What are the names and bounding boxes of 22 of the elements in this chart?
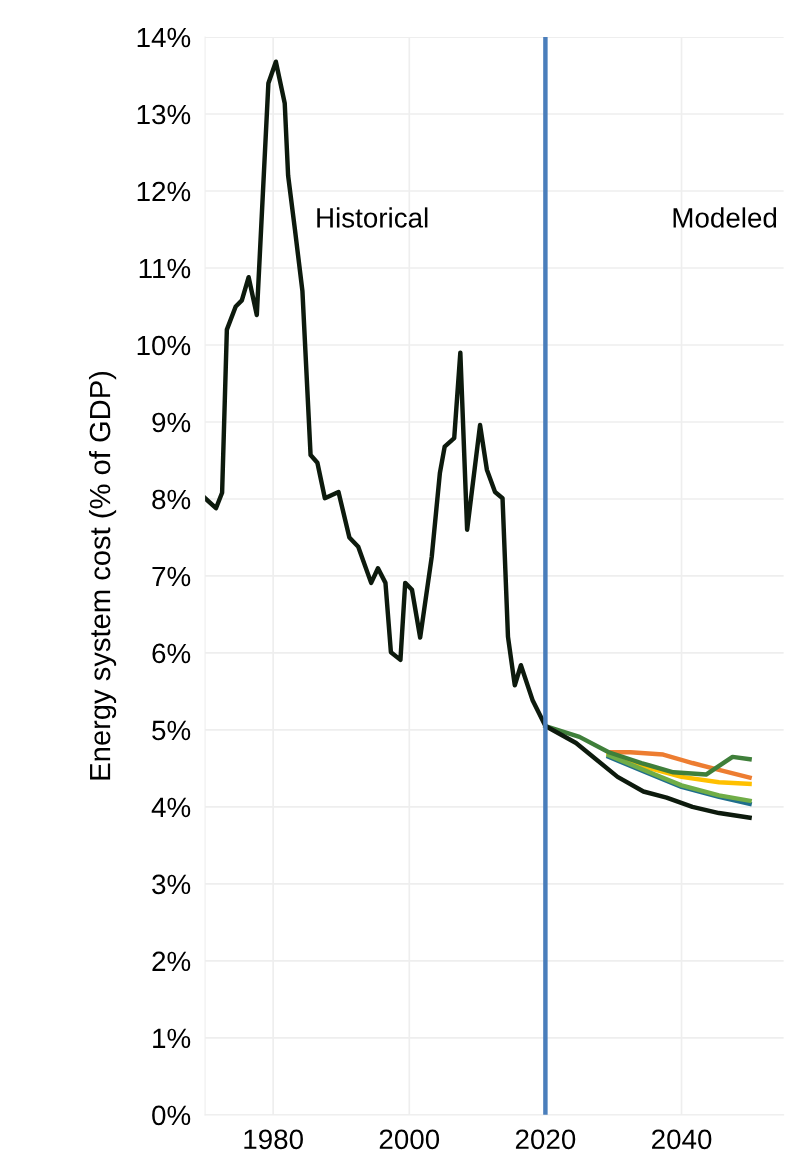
- y-tick-label: 14%: [137, 27, 191, 48]
- x-tick-label: 2040: [652, 1129, 712, 1150]
- annotation: Historical: [317, 207, 428, 228]
- x-tick-label: 2020: [515, 1129, 576, 1150]
- x-tick-label: 1980: [244, 1129, 303, 1150]
- y-tick-label: 4%: [151, 797, 191, 818]
- y-tick-label: 9%: [152, 412, 191, 433]
- y-tick-label: 5%: [152, 720, 191, 741]
- y-tick-label: 2%: [152, 951, 191, 972]
- y-tick-label: 13%: [137, 104, 191, 125]
- y-tick-label: 11%: [139, 258, 191, 279]
- y-tick-label: 1%: [153, 1028, 191, 1049]
- y-tick-label: 10%: [137, 335, 191, 356]
- y-tick-label: 8%: [152, 489, 191, 510]
- y-tick-label: 7%: [152, 566, 191, 587]
- annotation: Modeled: [673, 207, 777, 228]
- y-axis-title: Energy system cost (% of GDP): [88, 371, 117, 780]
- x-tick-label: 2000: [379, 1129, 440, 1150]
- y-tick-label: 0%: [152, 1105, 191, 1126]
- y-tick-label: 12%: [137, 181, 191, 202]
- y-tick-label: 6%: [152, 643, 191, 664]
- y-tick-label: 3%: [152, 874, 191, 895]
